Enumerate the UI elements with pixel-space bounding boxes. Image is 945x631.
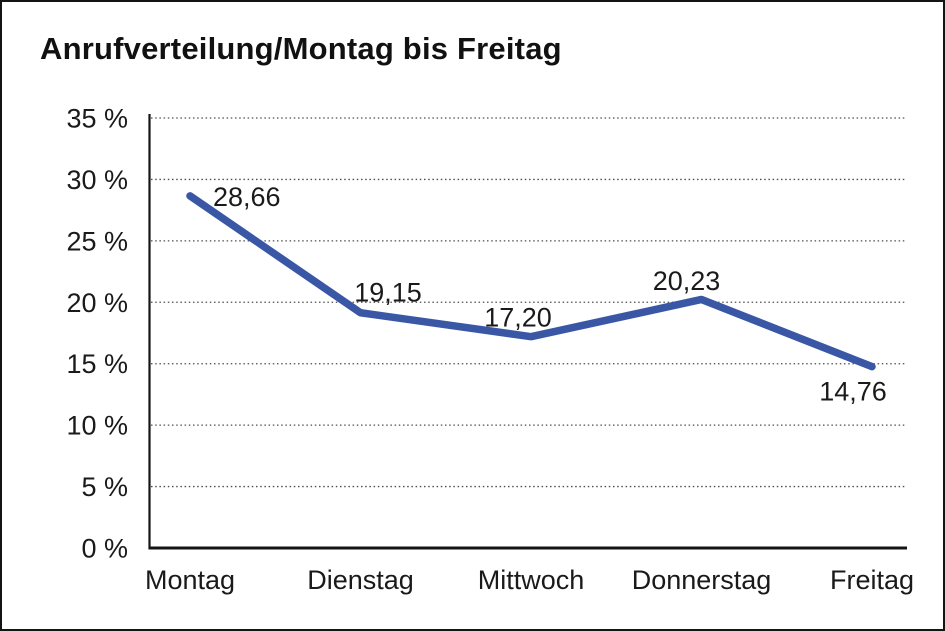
y-tick-label: 0 % bbox=[81, 534, 128, 564]
x-category-label: Montag bbox=[145, 565, 235, 595]
x-category-label: Freitag bbox=[830, 565, 914, 595]
y-tick-label: 20 % bbox=[66, 288, 128, 318]
x-category-label: Donnerstag bbox=[632, 565, 772, 595]
chart-title: Anrufverteilung/Montag bis Freitag bbox=[40, 31, 562, 66]
data-point-label: 28,66 bbox=[213, 182, 281, 212]
data-point-label: 14,76 bbox=[819, 377, 887, 407]
y-tick-label: 35 % bbox=[66, 104, 128, 134]
data-point-label: 19,15 bbox=[354, 278, 422, 308]
y-tick-label: 30 % bbox=[66, 165, 128, 195]
y-tick-label: 25 % bbox=[66, 226, 128, 256]
data-point-label: 17,20 bbox=[484, 303, 552, 333]
y-tick-label: 15 % bbox=[66, 349, 128, 379]
x-category-label: Dienstag bbox=[307, 565, 414, 595]
x-category-label: Mittwoch bbox=[478, 565, 585, 595]
data-line bbox=[186, 192, 876, 371]
y-tick-label: 10 % bbox=[66, 411, 128, 441]
data-point-label: 20,23 bbox=[653, 266, 721, 296]
y-tick-label: 5 % bbox=[81, 472, 128, 502]
